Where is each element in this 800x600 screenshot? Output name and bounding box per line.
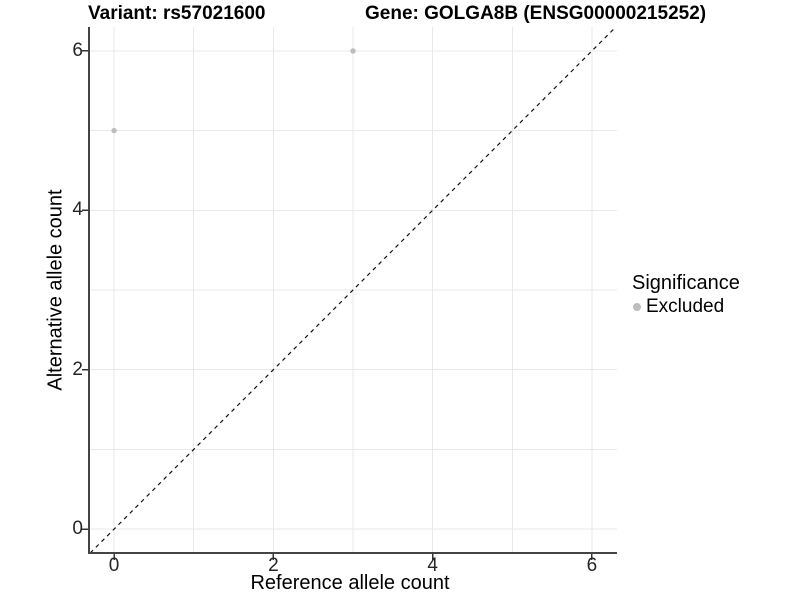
legend-title: Significance xyxy=(632,272,740,294)
plot-title-variant: Variant: rs57021600 xyxy=(88,3,266,24)
y-tick-label: 4 xyxy=(72,199,83,221)
data-point xyxy=(350,48,356,54)
legend-entry-label: Excluded xyxy=(646,296,725,317)
plot-title-gene: Gene: GOLGA8B (ENSG00000215252) xyxy=(365,3,707,24)
data-point xyxy=(111,127,117,134)
legend-key-dot-icon xyxy=(633,302,641,311)
y-tick-label: 0 xyxy=(72,518,83,540)
y-tick-label: 2 xyxy=(72,358,83,380)
legend: Significance Excluded xyxy=(632,272,740,317)
x-axis-title: Reference allele count xyxy=(250,572,450,594)
x-tick-label: 4 xyxy=(427,555,438,576)
identity-dashed-line xyxy=(89,26,617,554)
legend-entries: Excluded xyxy=(632,296,740,317)
y-tick-label: 6 xyxy=(72,39,83,61)
x-tick-label: 0 xyxy=(108,555,120,576)
x-tick-label: 6 xyxy=(586,555,598,576)
legend-entry: Excluded xyxy=(632,296,740,317)
x-tick-label: 2 xyxy=(268,555,279,576)
